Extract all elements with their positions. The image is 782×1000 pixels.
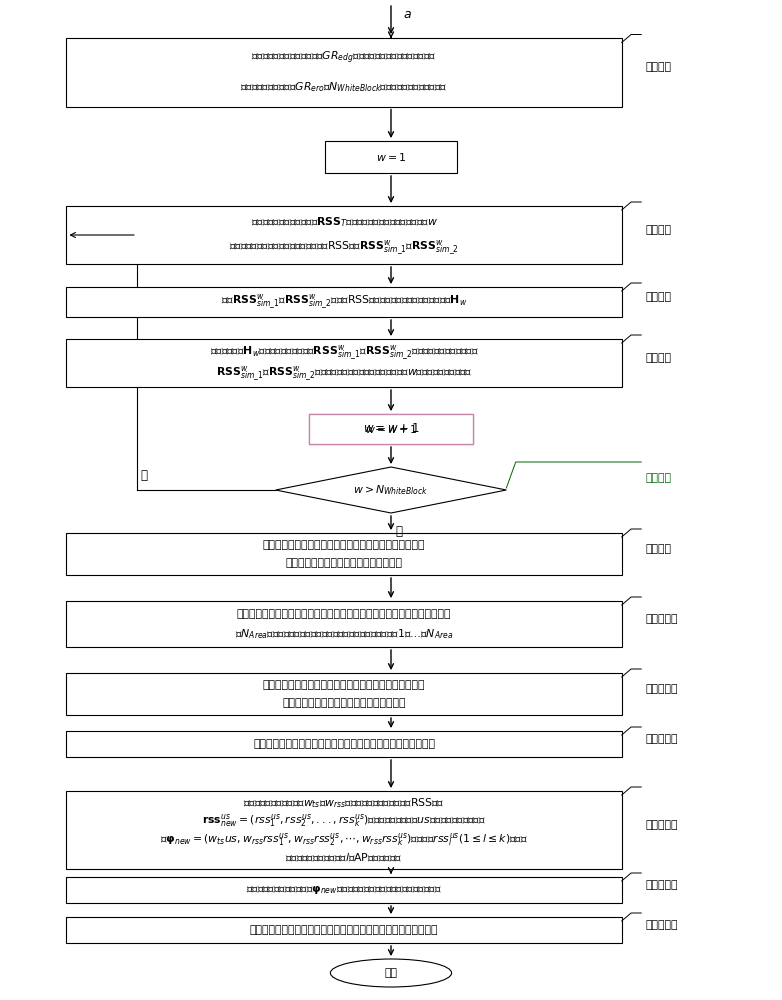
Text: 否: 否 [141, 469, 148, 482]
Text: 步骤十九: 步骤十九 [645, 473, 671, 483]
Text: 步骤二十五: 步骤二十五 [645, 880, 678, 890]
Text: 在信号逻辑图中计算得到与$\boldsymbol{\varphi}_{new}$具有最小欧式距离的类心所对应的逻辑节点: 在信号逻辑图中计算得到与$\boldsymbol{\varphi}_{new}$… [246, 884, 442, 896]
Text: $\mathbf{rss}^{us}_{new}=(rss^{us}_1,rss^{us}_2,...,rss^{us}_k)$及其所对应的时间戳$us$进行加: $\mathbf{rss}^{us}_{new}=(rss^{us}_1,rss… [202, 812, 486, 829]
Text: 步骤二十一: 步骤二十一 [645, 614, 678, 624]
Text: 利用得分矩阵$\mathbf{H}_w$进行相关性测序，得到$\mathbf{RSS}^w_{sim\_1}$与$\mathbf{RSS}^w_{sim\_2}: 利用得分矩阵$\mathbf{H}_w$进行相关性测序，得到$\mathbf{R… [210, 343, 479, 362]
Text: $w=1$: $w=1$ [376, 151, 406, 163]
Bar [66, 877, 622, 903]
Text: 且将合并后的类转移图定义为信号逻辑图: 且将合并后的类转移图定义为信号逻辑图 [285, 558, 403, 568]
Bar [66, 791, 622, 869]
Text: 步骤十八: 步骤十八 [645, 353, 671, 363]
Text: 步骤十七: 步骤十七 [645, 292, 671, 302]
Text: $\mathbf{RSS}^w_{sim\_1}$与$\mathbf{RSS}^w_{sim\_2}$中相互关联的聚类定义为不规则白色块$w$所对应的相互关联聚: $\mathbf{RSS}^w_{sim\_1}$与$\mathbf{RSS}^… [216, 364, 472, 383]
Text: 计算$\mathbf{RSS}^w_{sim\_1}$与$\mathbf{RSS}^w_{sim\_2}$中不同RSS矢量之间的得分值，构造得分矩阵$\math: 计算$\mathbf{RSS}^w_{sim\_1}$与$\mathbf{RSS… [221, 293, 468, 311]
Ellipse shape [330, 959, 452, 987]
Text: 利用步骤八中得到的总序列$\mathbf{RSS}_T$和步骤十五中得到的不规则白色块$w$: 利用步骤八中得到的总序列$\mathbf{RSS}_T$和步骤十五中得到的不规则… [250, 215, 438, 229]
Text: $w=w+1$: $w=w+1$ [365, 423, 417, 435]
Text: 的位置信息，提取具有较大相似度的两个RSS片段$\mathbf{RSS}^w_{sim\_1}$和$\mathbf{RSS}^w_{sim\_2}$: 的位置信息，提取具有较大相似度的两个RSS片段$\mathbf{RSS}^w_{… [229, 238, 459, 257]
Text: 利用步骤三中的加权系数$w_{ts}$和$w_{rss}$，对在线阶段终端新采集的RSS矢量: 利用步骤三中的加权系数$w_{ts}$和$w_{rss}$，对在线阶段终端新采集… [243, 796, 445, 810]
Bar [66, 287, 622, 317]
Text: 步骤二十六: 步骤二十六 [645, 920, 678, 930]
Text: 根据信号逻辑图与物理环境图的映射关系，得到终端所在的子区域: 根据信号逻辑图与物理环境图的映射关系，得到终端所在的子区域 [249, 925, 439, 935]
Text: 量$\boldsymbol{\varphi}_{new}=(w_{ts}us,w_{rss}rss^{us}_1,w_{rss}rss^{us}_2,\cdot: 量$\boldsymbol{\varphi}_{new}=(w_{ts}us,w… [160, 831, 528, 848]
Bar [309, 414, 473, 444]
Text: 是: 是 [395, 525, 402, 538]
Text: 步骤二十二: 步骤二十二 [645, 684, 678, 694]
Text: $a$: $a$ [403, 8, 411, 21]
Bar [66, 533, 622, 575]
Bar [66, 38, 622, 106]
Bar [66, 206, 622, 264]
Bar [66, 673, 622, 715]
Text: 步骤二十: 步骤二十 [645, 544, 671, 554]
Bar [309, 414, 473, 444]
Text: $w>N_{WhiteBlock}$: $w>N_{WhiteBlock}$ [353, 483, 429, 497]
Bar [325, 141, 457, 173]
Text: 结束: 结束 [385, 968, 397, 978]
Text: 中腐蚀处理后二值图像$GR_{ero}$中$N_{WhiteBlock}$个不规则白色块的位置信息: 中腐蚀处理后二值图像$GR_{ero}$中$N_{WhiteBlock}$个不规… [240, 80, 448, 94]
Text: 利用相应的映射准则，得到信号逻辑图与物理环境图的映射关系: 利用相应的映射准则，得到信号逻辑图与物理环境图的映射关系 [253, 739, 435, 749]
Bar [66, 731, 622, 757]
Text: 步骤二十三: 步骤二十三 [645, 734, 678, 744]
Bar [66, 339, 622, 387]
Bar [66, 601, 622, 647]
Text: 步骤二十四: 步骤二十四 [645, 820, 678, 830]
Bar [66, 917, 622, 943]
Text: $w=w+1$: $w=w+1$ [363, 422, 419, 436]
Text: 幅由不同子区域节点相互连通的物理环境图: 幅由不同子区域节点相互连通的物理环境图 [282, 698, 406, 708]
Text: 对于步骤七中得到的类转移图，合并所有相互关联聚类，: 对于步骤七中得到的类转移图，合并所有相互关联聚类， [263, 540, 425, 550]
Text: 根据各子区域的物理邻接关系，将定位目标区域表示为一: 根据各子区域的物理邻接关系，将定位目标区域表示为一 [263, 680, 425, 690]
Text: 对边缘检测处理后的二值图像$GR_{edg}$进行边缘信息提取，得到步骤十三: 对边缘检测处理后的二值图像$GR_{edg}$进行边缘信息提取，得到步骤十三 [252, 50, 436, 66]
Text: 为$N_{Area}$个子区域，且对每个子区域进行标号，记子区域标号为1，…，$N_{Area}$: 为$N_{Area}$个子区域，且对每个子区域进行标号，记子区域标号为1，…，$… [235, 627, 454, 641]
Text: 步骤十六: 步骤十六 [645, 225, 671, 235]
Text: 阶段终端新采集的来自第$l$个AP的信号强度值: 阶段终端新采集的来自第$l$个AP的信号强度值 [285, 851, 403, 863]
Text: 步骤十五: 步骤十五 [645, 62, 671, 73]
Polygon shape [276, 467, 507, 513]
Text: 以定位目标区域内各物理叉路口作为各子区域的边界，将定位目标区域划分: 以定位目标区域内各物理叉路口作为各子区域的边界，将定位目标区域划分 [237, 609, 451, 619]
